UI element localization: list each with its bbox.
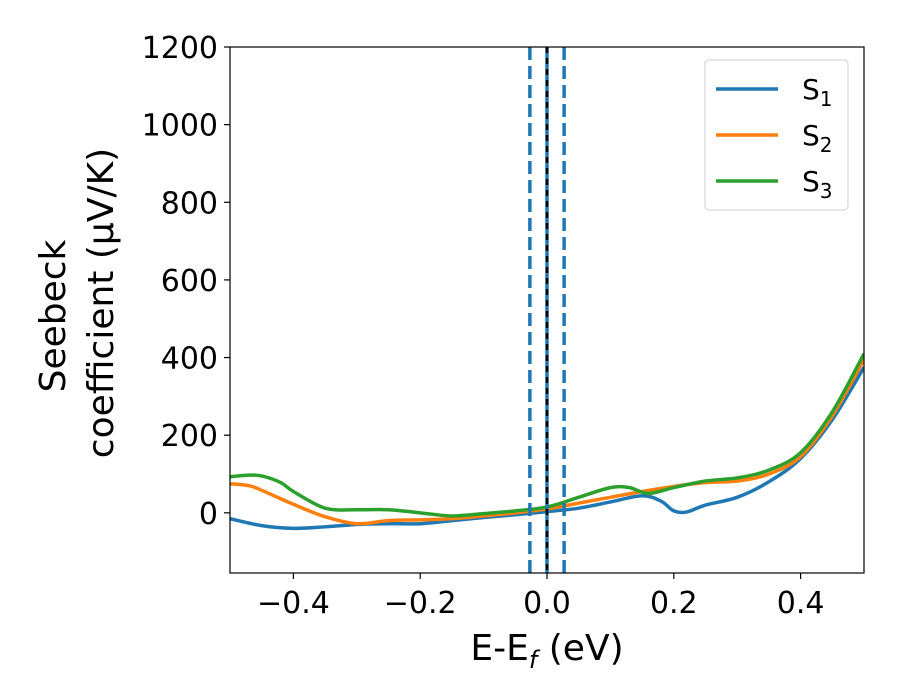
y-axis-label-line2: coefficient (μV/K): [81, 148, 122, 458]
x-tick-label: 0.4: [777, 586, 825, 621]
plot-lines: [230, 47, 864, 573]
x-axis: −0.4 −0.2 0.0 0.2 0.4: [257, 573, 824, 621]
y-axis: 0 200 400 600 800 1000 1200: [142, 31, 230, 532]
legend-items: S1 S2 S3: [716, 73, 833, 203]
x-tick-label: −0.4: [257, 586, 330, 621]
y-axis-label-line1: Seebeck: [33, 239, 74, 392]
y-tick-label: 0: [199, 497, 218, 532]
y-tick-label: 1000: [142, 109, 218, 144]
legend: S1 S2 S3: [704, 59, 849, 211]
legend-label-s2: S2: [802, 119, 833, 157]
series-line-s1: [230, 366, 864, 531]
y-tick-label: 600: [161, 264, 218, 299]
legend-label-s3: S3: [802, 165, 833, 203]
y-tick-label: 800: [161, 186, 218, 221]
x-tick-label: −0.2: [384, 586, 457, 621]
y-tick-label: 400: [161, 342, 218, 377]
x-tick-label: 0.0: [523, 586, 571, 621]
y-tick-label: 1200: [142, 31, 218, 66]
y-tick-label: 200: [161, 419, 218, 454]
legend-label-s1: S1: [802, 73, 833, 111]
series-line-s3: [230, 352, 864, 518]
x-axis-label-main: E-E: [470, 628, 528, 669]
x-axis-label: E-Ef (eV): [470, 628, 623, 674]
x-tick-label: 0.2: [650, 586, 698, 621]
x-axis-label-unit: (eV): [537, 628, 623, 669]
